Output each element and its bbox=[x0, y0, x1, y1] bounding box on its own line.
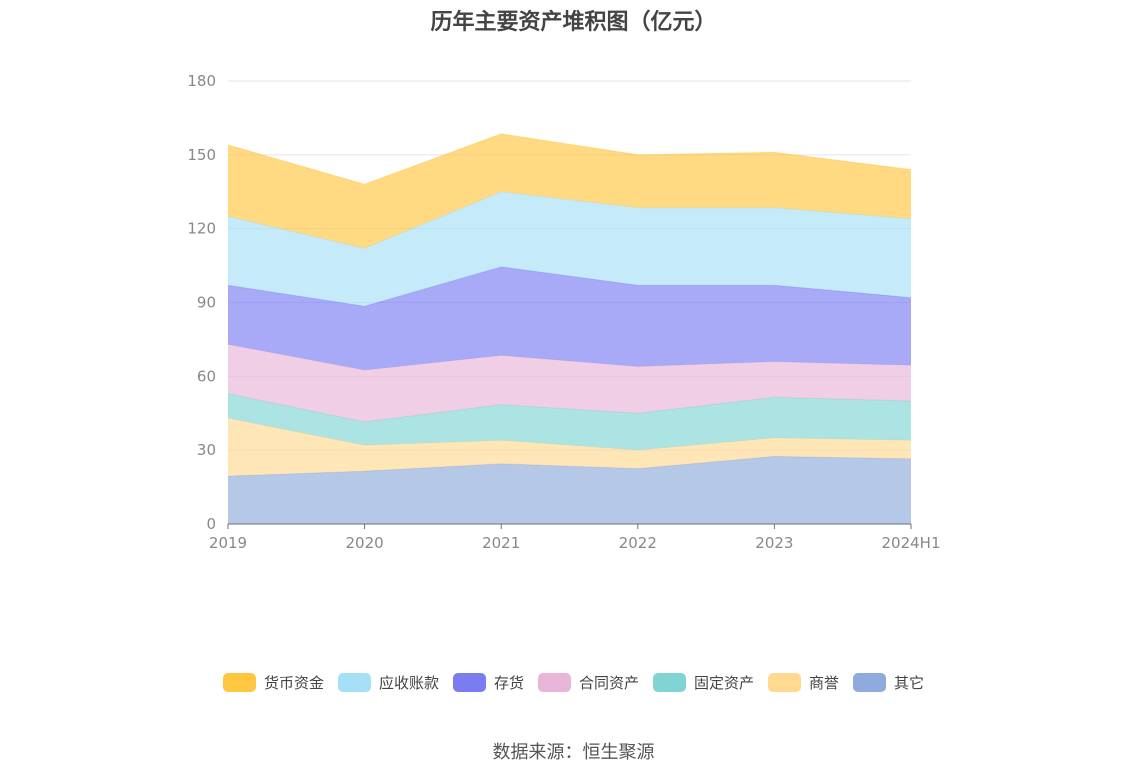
x-tick-label: 2023 bbox=[755, 534, 793, 552]
legend-label: 固定资产 bbox=[694, 674, 755, 692]
y-tick-label: 60 bbox=[197, 367, 216, 385]
chart-title: 历年主要资产堆积图（亿元） bbox=[430, 10, 717, 35]
area-固定资产 bbox=[228, 393, 911, 451]
area-line-货币资金 bbox=[227, 133, 912, 185]
y-tick-label: 120 bbox=[187, 220, 216, 238]
legend-swatch bbox=[537, 673, 571, 692]
area-存货 bbox=[228, 266, 911, 371]
area-series bbox=[227, 133, 912, 524]
legend-swatch bbox=[853, 673, 887, 692]
legend-item[interactable]: 应收账款 bbox=[337, 672, 439, 693]
y-tick-label: 0 bbox=[206, 515, 216, 533]
legend-label: 货币资金 bbox=[263, 674, 324, 692]
x-tick-label: 2019 bbox=[209, 534, 247, 552]
axes: 0 30 60 90 120 150 180 2019 2020 2021 2022 2023 2024… bbox=[187, 72, 940, 552]
area-商誉 bbox=[228, 418, 911, 477]
legend-swatch bbox=[768, 673, 802, 692]
y-tick-label: 90 bbox=[197, 294, 216, 312]
area-应收账款 bbox=[228, 191, 911, 307]
legend-label: 合同资产 bbox=[578, 674, 639, 692]
y-tick-label: 150 bbox=[187, 146, 216, 164]
x-tick-label: 2020 bbox=[346, 534, 384, 552]
legend-swatch bbox=[653, 673, 686, 692]
legend-label: 其它 bbox=[894, 674, 925, 692]
area-合同资产 bbox=[228, 344, 911, 422]
legend-swatch bbox=[222, 673, 256, 692]
legend-label: 应收账款 bbox=[378, 674, 439, 692]
legend-label: 商誉 bbox=[809, 674, 840, 692]
area-line-合同资产 bbox=[227, 343, 912, 371]
legend-item[interactable]: 存货 bbox=[452, 672, 524, 693]
y-tick-label: 30 bbox=[197, 441, 216, 459]
y-tick-label: 180 bbox=[187, 72, 216, 90]
area-货币资金 bbox=[228, 133, 911, 249]
area-其它 bbox=[228, 456, 911, 524]
legend-swatch bbox=[452, 673, 486, 692]
legend-item[interactable]: 货币资金 bbox=[222, 672, 324, 693]
legend-item[interactable]: 固定资产 bbox=[653, 672, 754, 693]
x-tick-label: 2024H1 bbox=[882, 534, 941, 552]
x-tick-label: 2022 bbox=[619, 534, 657, 552]
source-note: 数据来源：恒生聚源 bbox=[492, 742, 655, 763]
legend-swatch bbox=[337, 673, 371, 692]
legend-item[interactable]: 其它 bbox=[853, 672, 924, 693]
legend: 货币资金 应收账款 存货 合同资产 固定资产 商誉 其它 bbox=[0, 672, 1147, 693]
x-tick-label: 2021 bbox=[482, 534, 520, 552]
legend-item[interactable]: 合同资产 bbox=[537, 672, 639, 693]
legend-label: 存货 bbox=[493, 674, 524, 692]
legend-item[interactable]: 商誉 bbox=[768, 672, 839, 693]
